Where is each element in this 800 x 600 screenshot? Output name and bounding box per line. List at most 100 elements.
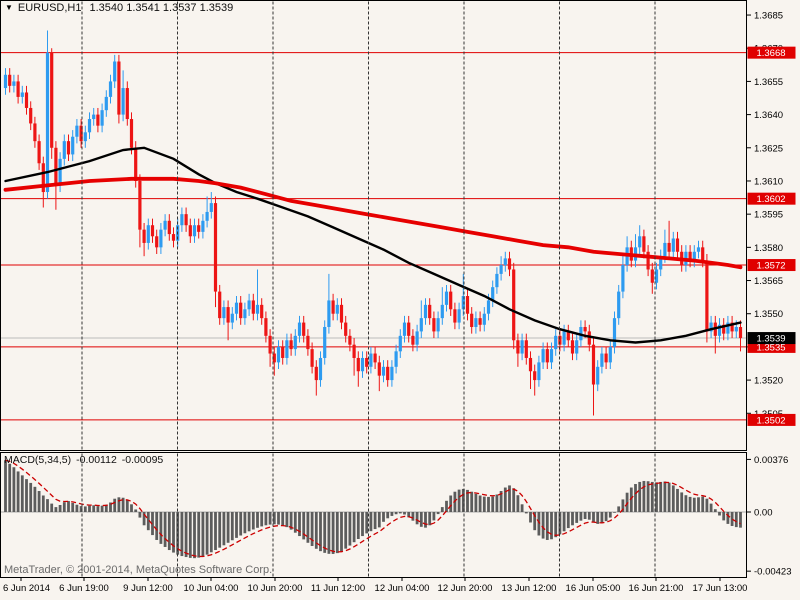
bid-price-badge [747, 332, 796, 345]
candle [507, 258, 512, 270]
candle [150, 225, 155, 237]
candle [197, 225, 201, 232]
candle [264, 318, 268, 336]
candle [339, 304, 344, 323]
candle [79, 125, 83, 142]
macd-bar [684, 495, 688, 512]
candles-layer [3, 30, 743, 416]
macd-bar [558, 512, 562, 535]
price-tick-label: 1.3625 [754, 143, 783, 154]
candle [575, 340, 579, 354]
candle [478, 318, 482, 325]
macd-bar [314, 512, 318, 549]
candle [268, 335, 272, 354]
macd-bar [310, 512, 314, 546]
macd-bar [214, 512, 217, 551]
candle [104, 96, 108, 111]
macd-bar [739, 512, 742, 528]
candle [734, 326, 738, 332]
candle [230, 313, 234, 323]
macd-bar [134, 509, 138, 512]
candle [726, 322, 730, 334]
macd-bar [491, 496, 495, 512]
level-lines [1, 52, 746, 421]
candle [377, 362, 381, 376]
candle [386, 366, 390, 381]
candle [54, 147, 58, 186]
candle [528, 357, 533, 372]
candle [285, 340, 289, 358]
price-badge-label: 1.3572 [756, 261, 785, 272]
candle [474, 318, 478, 327]
candle [621, 265, 625, 292]
macd-bar [676, 488, 679, 512]
macd-bar [29, 482, 33, 512]
macd-bar [571, 512, 574, 526]
macd-signal-value: -0.00095 [121, 454, 164, 466]
macd-indicator-label: MACD(5,34,5) -0.00112 -0.00095 [4, 454, 168, 466]
time-axis-label: 6 Jun 19:00 [59, 583, 109, 594]
macd-bar [247, 512, 251, 532]
candle [192, 225, 197, 237]
macd-bar [285, 512, 289, 528]
macd-bar [264, 512, 268, 526]
candle [612, 318, 617, 347]
candle [701, 247, 705, 261]
macd-bar [512, 488, 516, 512]
macd-bar [411, 512, 415, 521]
macd-bar [587, 512, 591, 520]
candle [390, 366, 394, 381]
macd-bar [386, 512, 390, 519]
macd-bar [718, 512, 721, 516]
candle [516, 340, 520, 354]
level-price-badge [747, 413, 796, 426]
macd-bar [12, 467, 16, 512]
candle [87, 119, 92, 133]
macd-bar [688, 496, 692, 512]
macd-pane [0, 452, 747, 578]
candle [302, 322, 306, 336]
macd-bar [277, 512, 280, 525]
candle [545, 349, 549, 363]
macd-bar [579, 512, 583, 521]
macd-bar [197, 512, 201, 558]
time-axis-label: 12 Jun 04:00 [375, 583, 430, 594]
candle [50, 52, 54, 148]
candle [486, 300, 491, 314]
candle [591, 344, 596, 385]
candle [16, 81, 20, 97]
macd-bar [503, 487, 507, 512]
macd-bar [533, 512, 537, 531]
candle [415, 331, 419, 345]
candle [470, 313, 474, 327]
macd-bar [4, 460, 7, 512]
macd-bar [659, 481, 663, 512]
candle [260, 304, 264, 319]
macd-bar [243, 512, 247, 534]
macd-bar [697, 497, 700, 512]
macd-bar [487, 496, 490, 512]
macd-bar [67, 501, 70, 512]
macd-bar [365, 512, 369, 534]
macd-bar [25, 479, 28, 512]
candle [92, 114, 96, 120]
time-axis-label: 11 Jun 12:00 [311, 583, 365, 594]
candle [100, 110, 104, 126]
symbol-marker-icon: ▼ [5, 3, 13, 12]
candle [167, 220, 171, 235]
macd-bar [361, 512, 364, 537]
candle [184, 214, 188, 226]
macd-bar [407, 512, 411, 518]
macd-bar [529, 512, 532, 523]
candle [608, 346, 612, 363]
macd-bar [398, 512, 402, 514]
candle [503, 258, 507, 266]
macd-bar [508, 485, 511, 512]
macd-bar [163, 512, 167, 547]
candle [121, 88, 125, 115]
macd-bar [92, 505, 96, 512]
candle [247, 300, 251, 310]
candle [709, 322, 713, 332]
macd-bar [54, 507, 58, 512]
